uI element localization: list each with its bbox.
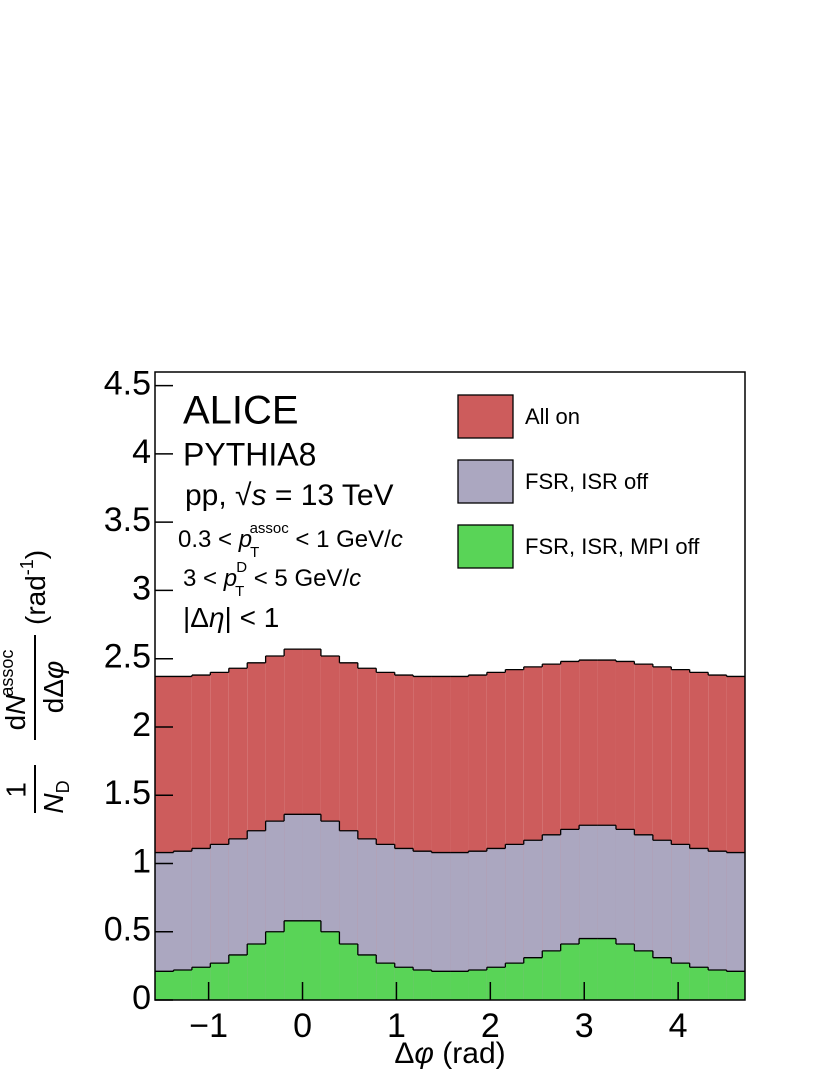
bar xyxy=(284,920,303,1000)
y-label-part: dΔφ xyxy=(38,661,69,714)
bar xyxy=(210,963,229,1000)
annotation: 3 < pTD < 5 GeV/c xyxy=(183,559,361,600)
legend-label: FSR, ISR off xyxy=(525,469,649,494)
bar xyxy=(155,971,174,1000)
x-tick-label: 0 xyxy=(293,1007,312,1045)
bar xyxy=(689,967,709,1000)
y-axis-label: 1 ND dNassoc dΔφ (rad-1) xyxy=(0,550,73,814)
legend-swatch xyxy=(457,394,514,439)
bar xyxy=(302,920,321,1000)
bar xyxy=(210,844,229,1000)
legend-label: FSR, ISR, MPI off xyxy=(525,534,700,559)
y-label-part: (rad-1) xyxy=(17,550,52,625)
bar xyxy=(450,852,469,1000)
bar xyxy=(689,848,709,1000)
legend-swatch xyxy=(457,524,514,569)
annotation: |Δη| < 1 xyxy=(183,602,279,633)
x-tick-label: 3 xyxy=(575,1007,594,1045)
bar xyxy=(468,969,487,1000)
bar xyxy=(394,848,414,1000)
bar xyxy=(320,931,340,1000)
y-tick-label: 0.5 xyxy=(104,911,151,949)
y-label-part: 1 xyxy=(0,782,31,798)
y-label-part: ND xyxy=(38,780,72,813)
bar xyxy=(450,971,469,1000)
bar xyxy=(486,967,506,1000)
bar xyxy=(634,950,653,1000)
bar xyxy=(726,852,745,1000)
legend-label: All on xyxy=(525,404,580,429)
bar xyxy=(191,967,211,1000)
bar xyxy=(542,950,561,1000)
x-tick-label: 4 xyxy=(669,1007,688,1045)
y-label-part: dNassoc xyxy=(0,650,31,731)
y-tick-label: 4 xyxy=(132,433,151,471)
bar xyxy=(560,944,580,1000)
bar xyxy=(505,844,524,1000)
bar xyxy=(173,851,192,1000)
bar xyxy=(394,967,414,1000)
bar xyxy=(191,848,211,1000)
bar xyxy=(265,931,285,1000)
bar xyxy=(671,844,690,1000)
plot-area: 0 0.5 1 1.5 2 2.5 3 3.5 4 4.5 −1 0 1 2 3 4 All on FSR, IS… xyxy=(104,365,746,1045)
bar xyxy=(339,944,358,1000)
y-tick-label: 1 xyxy=(132,842,151,880)
annotation: 0.3 < pTassoc < 1 GeV/c xyxy=(178,520,403,561)
x-tick-label: −1 xyxy=(189,1007,228,1045)
bar xyxy=(615,944,635,1000)
legend-swatch xyxy=(457,459,514,504)
x-tick-label: 2 xyxy=(481,1007,500,1045)
bar xyxy=(431,971,451,1000)
plot-frame xyxy=(154,371,746,1001)
y-tick-label: 0 xyxy=(132,979,151,1017)
bar xyxy=(505,963,524,1000)
y-tick-label: 4.5 xyxy=(104,365,151,403)
x-axis-label: Δφ (rad) xyxy=(394,1037,505,1070)
bar xyxy=(357,954,377,1000)
bar xyxy=(413,969,432,1000)
bar xyxy=(597,938,616,1000)
bar xyxy=(247,944,266,1000)
x-tick-label: 1 xyxy=(387,1007,406,1045)
annotation: PYTHIA8 xyxy=(183,436,316,472)
annotation: pp, √s = 13 TeV xyxy=(185,479,394,512)
bar xyxy=(376,963,395,1000)
bar xyxy=(708,969,727,1000)
y-tick-label: 2.5 xyxy=(104,638,151,676)
bar xyxy=(413,851,432,1000)
bar xyxy=(155,852,174,1000)
y-tick-label: 3 xyxy=(132,569,151,607)
y-tick-label: 1.5 xyxy=(104,774,151,812)
bar xyxy=(652,957,672,1000)
bar xyxy=(376,844,395,1000)
bar xyxy=(523,957,543,1000)
bar xyxy=(579,938,598,1000)
y-tick-label: 3.5 xyxy=(104,501,151,539)
bar xyxy=(486,848,506,1000)
bar xyxy=(468,851,487,1000)
bar xyxy=(708,851,727,1000)
bar xyxy=(173,969,192,1000)
bar xyxy=(228,954,248,1000)
bar xyxy=(671,963,690,1000)
bar xyxy=(726,971,745,1000)
annotation: ALICE xyxy=(183,389,299,433)
bar xyxy=(431,852,451,1000)
y-tick-label: 2 xyxy=(132,706,151,744)
